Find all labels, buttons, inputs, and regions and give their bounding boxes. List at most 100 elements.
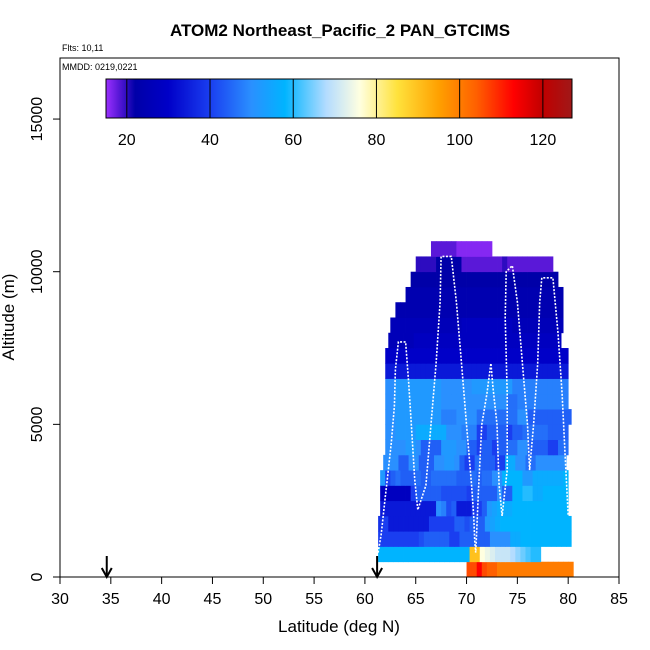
heatmap-cell	[454, 531, 460, 547]
heatmap-cell	[550, 531, 557, 547]
heatmap-cell	[507, 286, 513, 303]
heatmap-cell	[532, 485, 539, 502]
x-tick-label: 70	[458, 591, 476, 608]
heatmap-cell	[456, 439, 462, 456]
heatmap-cell	[547, 271, 554, 288]
heatmap-cell	[420, 424, 427, 441]
heatmap-cell	[430, 302, 437, 318]
heatmap-cell	[446, 317, 452, 334]
heatmap-cell	[385, 485, 391, 502]
x-axis-label: Latitude (deg N)	[278, 617, 400, 636]
heatmap-cell	[388, 454, 394, 471]
x-tick-label: 40	[153, 591, 171, 608]
heatmap-cell	[558, 470, 564, 486]
x-tick-label: 30	[51, 591, 69, 608]
heatmap-cell	[408, 332, 415, 349]
heatmap-cell	[451, 363, 457, 379]
heatmap-cell	[486, 485, 493, 502]
heatmap-cell	[497, 424, 503, 441]
heatmap-cell	[405, 348, 412, 364]
heatmap-cell	[385, 393, 391, 410]
heatmap-cell	[552, 317, 559, 334]
heatmap-cell	[537, 500, 544, 517]
heatmap-cell	[410, 271, 417, 288]
heatmap-cell	[542, 302, 549, 318]
heatmap-cell	[471, 485, 478, 502]
heatmap-cell	[383, 515, 389, 532]
heatmap-cell	[415, 378, 422, 395]
heatmap-cell	[552, 409, 559, 425]
heatmap-cell	[491, 561, 498, 578]
heatmap-cell	[552, 393, 559, 410]
heatmap-cell	[558, 561, 564, 578]
heatmap-cell	[542, 271, 549, 288]
heatmap-cell	[466, 302, 473, 318]
heatmap-cell	[466, 393, 473, 410]
heatmap-cell	[471, 271, 478, 288]
heatmap-cell	[522, 561, 528, 578]
heatmap-cell	[507, 271, 513, 288]
heatmap-cell	[456, 302, 462, 318]
heatmap-cell	[403, 454, 410, 471]
heatmap-cell	[441, 378, 447, 395]
heatmap-cell	[486, 409, 493, 425]
heatmap-cell	[486, 286, 493, 303]
heatmap-cell	[484, 546, 491, 563]
heatmap-cell	[434, 531, 440, 547]
heatmap-cell	[425, 470, 432, 486]
heatmap-cell	[441, 348, 447, 364]
heatmap-cell	[385, 378, 391, 395]
heatmap-cell	[507, 439, 513, 456]
heatmap-cell	[489, 454, 496, 471]
heatmap-cell	[563, 561, 569, 578]
heatmap-cell	[520, 454, 526, 471]
heatmap-cell	[464, 515, 470, 532]
heatmap-cell	[461, 500, 467, 517]
heatmap-cell	[420, 393, 427, 410]
heatmap-cell	[471, 409, 478, 425]
heatmap-cell	[510, 531, 516, 547]
heatmap-cell	[542, 424, 549, 441]
heatmap-cell	[474, 515, 481, 532]
heatmap-cell	[428, 454, 435, 471]
heatmap-cell	[542, 439, 549, 456]
heatmap-cell	[428, 332, 435, 349]
x-tick-label: 75	[508, 591, 526, 608]
heatmap-cell	[461, 470, 467, 486]
heatmap-cell	[522, 500, 528, 517]
heatmap-cell	[517, 271, 523, 288]
heatmap-cell	[446, 302, 452, 318]
heatmap-cell	[561, 531, 567, 547]
heatmap-cell	[390, 424, 396, 441]
heatmap-cell	[540, 531, 547, 547]
heatmap-cell	[502, 378, 508, 395]
heatmap-cell	[552, 439, 559, 456]
heatmap-cell	[486, 424, 493, 441]
heatmap-cell	[489, 546, 496, 563]
heatmap-cell	[415, 485, 422, 502]
heatmap-cell	[410, 348, 417, 364]
heatmap-cell	[420, 317, 427, 334]
heatmap-cell	[486, 378, 493, 395]
heatmap-cell	[408, 454, 415, 471]
heatmap-cell	[434, 515, 440, 532]
heatmap-cell	[466, 378, 473, 395]
heatmap-cell	[517, 348, 523, 364]
heatmap-cell	[418, 546, 425, 563]
heatmap-cell	[545, 515, 552, 532]
heatmap-cell	[405, 470, 412, 486]
arrow-head	[100, 567, 113, 580]
heatmap-cell	[400, 317, 406, 334]
heatmap-cell	[441, 363, 447, 379]
heatmap-cell	[390, 500, 396, 517]
heatmap-cell	[507, 317, 513, 334]
heatmap-cell	[456, 286, 462, 303]
heatmap-cell	[466, 286, 473, 303]
heatmap-cell	[400, 470, 406, 486]
heatmap-cell	[418, 531, 425, 547]
heatmap-cell	[390, 348, 396, 364]
heatmap-cell	[545, 454, 552, 471]
heatmap-cell	[413, 531, 420, 547]
heatmap-cell	[525, 546, 531, 563]
heatmap-cell	[525, 454, 531, 471]
